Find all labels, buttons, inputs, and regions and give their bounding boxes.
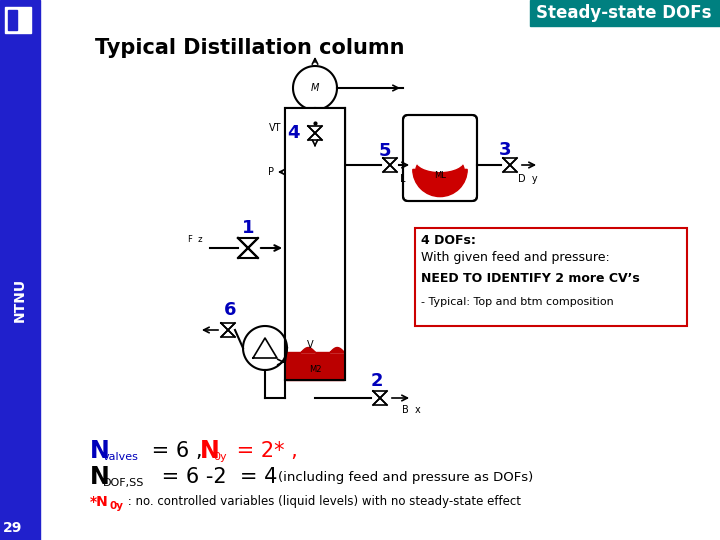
Text: D  y: D y: [518, 174, 538, 184]
Text: N: N: [90, 465, 109, 489]
Text: 2: 2: [371, 372, 383, 390]
Wedge shape: [413, 170, 467, 197]
Bar: [415, 228, 687, 326]
Text: N: N: [200, 439, 220, 463]
Text: : no. controlled variables (liquid levels) with no steady-state effect: : no. controlled variables (liquid level…: [124, 496, 521, 509]
Text: M2: M2: [309, 366, 321, 375]
Bar: [285, 108, 345, 380]
Text: With given feed and pressure:: With given feed and pressure:: [421, 251, 610, 264]
Bar: [8, 10, 17, 30]
Text: 29: 29: [4, 521, 23, 535]
Text: NEED TO IDENTIFY 2 more CV’s: NEED TO IDENTIFY 2 more CV’s: [421, 272, 640, 285]
Text: 0y: 0y: [213, 452, 227, 462]
Text: valves: valves: [103, 452, 139, 462]
Text: = 6 -2  = 4: = 6 -2 = 4: [155, 467, 277, 487]
Text: - Typical: Top and btm composition: - Typical: Top and btm composition: [421, 297, 613, 307]
Text: 4 DOFs:: 4 DOFs:: [421, 234, 476, 247]
Bar: [530, 0, 720, 26]
Bar: [285, 108, 345, 380]
FancyBboxPatch shape: [403, 115, 477, 201]
Text: 1: 1: [242, 219, 254, 237]
Bar: [286, 352, 344, 380]
Bar: [5, 7, 31, 33]
Text: 5: 5: [379, 142, 391, 160]
Bar: [0, 0, 40, 540]
Text: M: M: [311, 83, 319, 93]
Text: N: N: [90, 439, 109, 463]
Text: Steady-state DOFs: Steady-state DOFs: [536, 4, 712, 22]
Text: 0y: 0y: [109, 501, 123, 511]
Text: NTNU: NTNU: [13, 278, 27, 322]
Text: 4: 4: [287, 124, 300, 142]
Text: (including feed and pressure as DOFs): (including feed and pressure as DOFs): [278, 470, 534, 483]
Bar: [286, 109, 344, 352]
Text: 3: 3: [499, 141, 511, 159]
Text: P: P: [268, 167, 274, 177]
Ellipse shape: [416, 148, 464, 171]
Text: 6: 6: [224, 301, 236, 319]
Text: L: L: [400, 174, 405, 184]
Text: = 2* ,: = 2* ,: [230, 441, 298, 461]
Text: F  z: F z: [189, 235, 203, 245]
Text: *N: *N: [90, 495, 109, 509]
Ellipse shape: [416, 156, 464, 183]
Text: VT: VT: [269, 123, 282, 133]
Text: V: V: [307, 340, 313, 350]
Text: DOF,SS: DOF,SS: [103, 478, 145, 488]
Text: = 6 ,: = 6 ,: [145, 441, 216, 461]
Text: B  x: B x: [402, 405, 420, 415]
Text: Typical Distillation column: Typical Distillation column: [95, 38, 405, 58]
Text: ML: ML: [434, 171, 446, 180]
